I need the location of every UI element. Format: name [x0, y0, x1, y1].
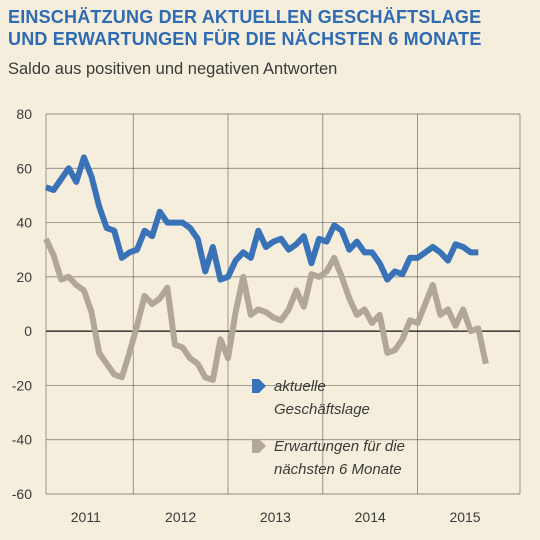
legend-label-1-1: nächsten 6 Monate: [274, 461, 402, 478]
chart-title-line-2: UND ERWARTUNGEN FÜR DIE NÄCHSTEN 6 MONAT…: [8, 29, 482, 49]
series-line-1: [43, 237, 489, 383]
grid-layer: [45, 113, 521, 495]
y-tick-label-4: 20: [16, 269, 32, 285]
y-tick-label-5: 40: [16, 215, 32, 231]
x-tick-label-4: 2015: [449, 509, 480, 525]
series-line-0: [44, 154, 479, 283]
x-tick-label-0: 2011: [71, 509, 101, 525]
x-tick-label-3: 2014: [355, 509, 386, 525]
legend: aktuelle Geschäftslage Erwartungen für die…: [252, 378, 405, 478]
legend-label-0-1: Geschäftslage: [274, 401, 370, 418]
y-tick-label-3: 0: [24, 323, 32, 339]
legend-label-1-0: Erwartungen für die: [274, 438, 405, 455]
x-tick-label-2: 2013: [260, 509, 291, 525]
x-tick-label-1: 2012: [165, 509, 196, 525]
y-tick-label-1: -40: [12, 432, 32, 448]
chart-subtitle: Saldo aus positiven und negativen Antwor…: [8, 60, 338, 78]
chart-title-line-1: EINSCHÄTZUNG DER AKTUELLEN GESCHÄFTSLAGE: [8, 7, 482, 27]
chart-title: EINSCHÄTZUNG DER AKTUELLEN GESCHÄFTSLAGE…: [8, 6, 536, 50]
y-tick-label-7: 80: [16, 106, 32, 122]
y-tick-label-2: -20: [12, 377, 32, 393]
legend-label-0-0: aktuelle: [274, 378, 326, 395]
axis-layer: -60 -40 -20 0 20 40 60 80 2011 2012 2013 2014 2015: [12, 106, 481, 525]
series-layer: [43, 154, 489, 383]
legend-marker-1: [252, 439, 266, 453]
legend-marker-0: [252, 379, 266, 393]
y-tick-label-0: -60: [12, 486, 32, 502]
y-tick-label-6: 60: [16, 160, 32, 176]
